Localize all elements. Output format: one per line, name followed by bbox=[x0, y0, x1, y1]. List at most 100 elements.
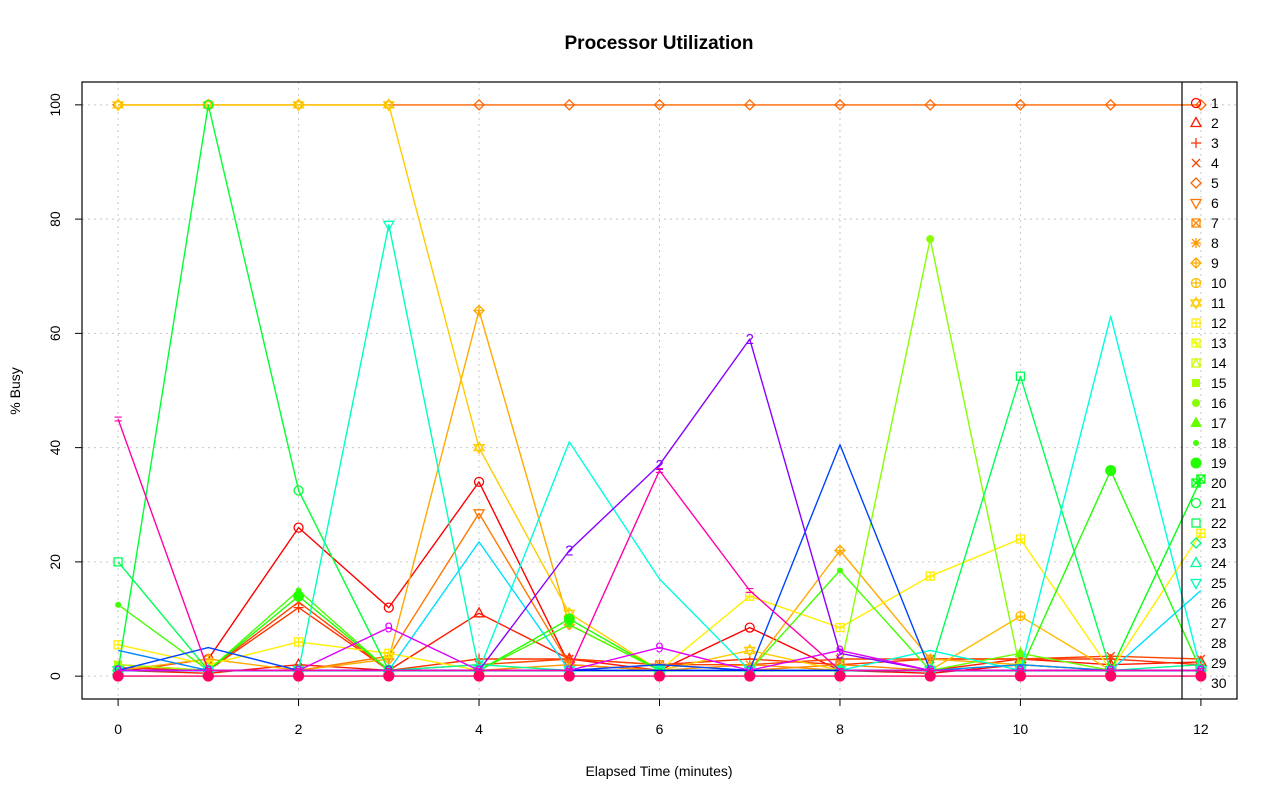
legend-label: 1 bbox=[1211, 95, 1219, 111]
legend-item-18: 18 bbox=[1193, 435, 1227, 451]
legend-label: 2 bbox=[1211, 115, 1219, 131]
data-point bbox=[1196, 528, 1206, 538]
legend-item-24: 24 bbox=[1189, 555, 1227, 571]
y-tick-label: 0 bbox=[47, 672, 63, 680]
legend: 1234567891011121314151617181920212223242… bbox=[1189, 95, 1227, 691]
data-point bbox=[473, 98, 485, 111]
legend-label: 30 bbox=[1211, 675, 1227, 691]
legend-label: 29 bbox=[1211, 655, 1227, 671]
data-point: 2 bbox=[746, 331, 754, 348]
y-axis-label: % Busy bbox=[7, 367, 23, 414]
legend-label: 28 bbox=[1211, 635, 1227, 651]
data-point bbox=[293, 602, 304, 613]
data-point bbox=[1014, 98, 1027, 111]
data-point bbox=[1196, 474, 1206, 484]
data-point bbox=[1015, 371, 1026, 381]
legend-item-17: 17 bbox=[1190, 415, 1227, 431]
legend-item-11: 11 bbox=[1189, 295, 1226, 311]
y-tick-label: 60 bbox=[47, 325, 63, 341]
x-tick-label: 8 bbox=[836, 721, 844, 737]
data-point bbox=[836, 567, 843, 574]
legend-label: 25 bbox=[1211, 575, 1227, 591]
legend-marker bbox=[1190, 537, 1202, 549]
data-point bbox=[744, 622, 755, 633]
data-point bbox=[111, 98, 125, 112]
legend-item-14: 14 bbox=[1190, 355, 1227, 371]
data-point bbox=[1015, 611, 1026, 622]
legend-marker bbox=[1189, 296, 1203, 310]
data-point: = bbox=[114, 411, 123, 428]
legend-item-29: 29 bbox=[1211, 655, 1227, 671]
legend-item-21: 21 bbox=[1190, 495, 1227, 511]
data-point: 9 bbox=[836, 642, 844, 659]
data-point: 2 bbox=[836, 645, 844, 662]
legend-item-20: 20 bbox=[1191, 475, 1227, 491]
legend-item-2: 2 bbox=[1189, 115, 1219, 131]
data-point bbox=[925, 571, 935, 581]
legend-label: 12 bbox=[1211, 315, 1227, 331]
legend-label: 19 bbox=[1211, 455, 1227, 471]
data-point bbox=[654, 670, 665, 682]
plot-frame bbox=[81, 81, 1238, 700]
legend-item-7: 7 bbox=[1191, 215, 1219, 231]
legend-marker bbox=[1191, 478, 1201, 488]
data-point bbox=[383, 670, 395, 682]
legend-label: 23 bbox=[1211, 535, 1227, 551]
data-point bbox=[743, 643, 756, 658]
legend-marker bbox=[1191, 238, 1201, 248]
legend-marker bbox=[1190, 97, 1202, 109]
legend-label: 17 bbox=[1211, 415, 1227, 431]
legend-item-8: 8 bbox=[1191, 235, 1219, 251]
data-point bbox=[1015, 534, 1026, 544]
data-point bbox=[382, 98, 395, 112]
legend-item-3: 3 bbox=[1191, 135, 1219, 151]
data-point bbox=[834, 98, 846, 111]
data-point bbox=[113, 640, 123, 650]
legend-marker bbox=[1190, 277, 1202, 289]
legend-item-6: 6 bbox=[1189, 195, 1219, 211]
data-point bbox=[293, 590, 305, 602]
legend-marker bbox=[1191, 158, 1201, 168]
legend-marker bbox=[1190, 257, 1202, 269]
legend-label: 6 bbox=[1211, 195, 1219, 211]
legend-item-5: 5 bbox=[1190, 175, 1219, 191]
axes: 0 2 4 6 8 10 12 0 20 40 60 80 100 bbox=[47, 93, 1209, 737]
legend-item-26: 26 bbox=[1211, 595, 1227, 611]
y-tick-label: 40 bbox=[47, 440, 63, 456]
data-point bbox=[563, 670, 575, 682]
data-point bbox=[473, 670, 485, 682]
legend-item-12: 12 bbox=[1191, 315, 1227, 331]
legend-item-22: 22 bbox=[1191, 515, 1227, 531]
data-point bbox=[293, 637, 304, 647]
data-point bbox=[835, 622, 845, 633]
data-point bbox=[743, 98, 756, 111]
series-34 bbox=[112, 670, 1207, 682]
data-point bbox=[1014, 646, 1027, 658]
legend-item-27: 27 bbox=[1211, 615, 1227, 631]
data-point bbox=[293, 485, 304, 496]
data-point bbox=[1014, 670, 1026, 682]
legend-marker bbox=[1193, 440, 1199, 446]
legend-marker bbox=[1191, 138, 1201, 148]
legend-label: 15 bbox=[1211, 375, 1227, 391]
legend-item-16: 16 bbox=[1192, 395, 1227, 411]
data-point bbox=[1105, 670, 1117, 682]
legend-label: 24 bbox=[1211, 555, 1227, 571]
grid bbox=[82, 82, 1237, 699]
x-tick-label: 10 bbox=[1013, 721, 1029, 737]
data-point bbox=[563, 613, 575, 625]
legend-marker bbox=[1189, 556, 1203, 568]
legend-label: 27 bbox=[1211, 615, 1227, 631]
data-point bbox=[473, 304, 485, 317]
legend-label: 7 bbox=[1211, 215, 1219, 231]
legend-label: 3 bbox=[1211, 135, 1219, 151]
legend-label: 20 bbox=[1211, 475, 1227, 491]
legend-label: 26 bbox=[1211, 595, 1227, 611]
legend-marker bbox=[1192, 399, 1200, 407]
data-point bbox=[834, 544, 846, 557]
data-point bbox=[1105, 464, 1117, 476]
legend-marker bbox=[1191, 218, 1201, 228]
data-point bbox=[293, 522, 304, 533]
y-tick-label: 20 bbox=[47, 554, 63, 570]
data-point bbox=[563, 98, 576, 111]
